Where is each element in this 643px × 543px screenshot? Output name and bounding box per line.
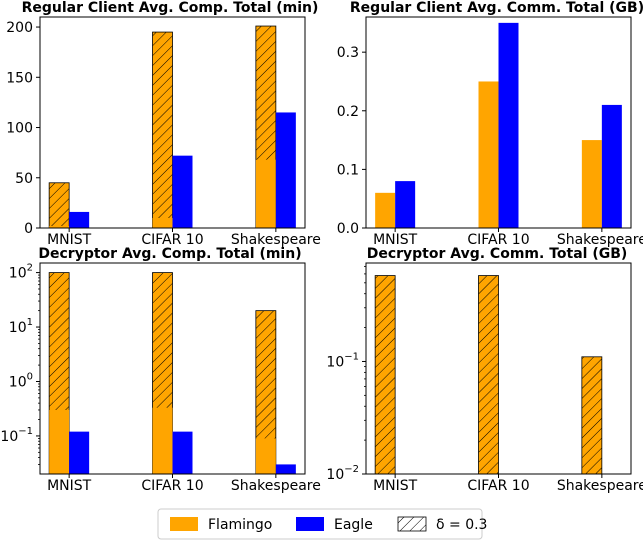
bar-eagle (601, 104, 622, 228)
x-tick-label: MNIST (373, 478, 418, 494)
chart-panel-2: Regular Client Avg. Comm. Total (GB) MNIS… (337, 0, 643, 248)
y-tick-label: 100 (6, 121, 33, 137)
legend-label-eagle: Eagle (334, 517, 373, 533)
chart-panel-1: Regular Client Avg. Comp. Total (min) MNI… (6, 0, 321, 248)
bar-eagle (395, 181, 416, 228)
y-tick-label: 50 (15, 171, 33, 187)
plot-frame (365, 262, 632, 475)
legend-swatch-hatch (397, 516, 427, 532)
y-tick-label: 200 (6, 20, 33, 36)
x-tick-label: CIFAR 10 (141, 478, 203, 494)
legend: Flamingo Eagle δ = 0.3 (157, 508, 487, 540)
bar-flamingo (581, 140, 602, 228)
y-tick-label: 0.0 (337, 221, 359, 237)
x-tick-label: CIFAR 10 (467, 478, 529, 494)
x-tick-label: Shakespeare (557, 478, 643, 494)
y-tick-label: 0.2 (337, 104, 359, 120)
x-tick-label: Shakespeare (231, 478, 321, 494)
bar-flamingo-hatched (152, 31, 173, 229)
panel-title: Decryptor Avg. Comp. Total (min) (38, 246, 301, 262)
bar-eagle (172, 431, 193, 474)
bar-eagle (275, 112, 296, 228)
y-tick-label: 10−1 (0, 426, 33, 445)
bar-eagle (172, 155, 193, 228)
y-tick-label: 0.3 (337, 45, 359, 61)
x-tick-label: CIFAR 10 (141, 232, 203, 248)
bar-flamingo (255, 438, 276, 474)
chart-panels: Regular Client Avg. Comp. Total (min) MNI… (0, 0, 643, 494)
panel-title: Regular Client Avg. Comp. Total (min) (22, 0, 319, 16)
legend-swatch-eagle (296, 517, 324, 531)
legend-label-delta: δ = 0.3 (436, 517, 487, 533)
x-tick-label: Shakespeare (557, 232, 643, 248)
bar-flamingo-hatched (478, 275, 499, 475)
y-tick-label: 10−1 (326, 351, 359, 370)
panel-title: Decryptor Avg. Comm. Total (GB) (367, 246, 628, 262)
y-tick-label: 10−2 (326, 464, 359, 483)
legend-label-flamingo: Flamingo (208, 517, 272, 533)
x-tick-label: CIFAR 10 (467, 232, 529, 248)
plot-frame (39, 262, 306, 475)
bar-flamingo-hatched (374, 275, 396, 475)
x-tick-label: MNIST (47, 232, 92, 248)
bar-flamingo (152, 217, 173, 228)
y-tick-label: 0 (24, 221, 33, 237)
x-tick-label: MNIST (373, 232, 418, 248)
y-tick-label: 100 (9, 371, 33, 390)
bar-flamingo (375, 192, 396, 228)
legend-swatch-flamingo (170, 517, 198, 531)
plot-frame (365, 16, 632, 229)
plot-frame (39, 16, 306, 229)
bar-flamingo (49, 409, 70, 474)
bar-flamingo (255, 159, 276, 228)
panel-title: Regular Client Avg. Comm. Total (GB) (350, 0, 643, 16)
bar-flamingo (478, 81, 499, 228)
bar-flamingo (152, 407, 173, 474)
bar-flamingo-hatched (581, 356, 603, 475)
bar-flamingo (49, 225, 70, 228)
bar-eagle (69, 211, 90, 228)
chart-panel-3: Decryptor Avg. Comp. Total (min) MNIST CIF… (0, 246, 320, 494)
y-tick-label: 0.1 (337, 162, 359, 178)
chart-panel-4: Decryptor Avg. Comm. Total (GB) MNIST CIFA… (326, 246, 643, 494)
x-tick-label: MNIST (47, 478, 92, 494)
x-tick-label: Shakespeare (231, 232, 321, 248)
bar-eagle (498, 22, 519, 228)
bar-flamingo-hatched (48, 182, 70, 229)
bar-eagle (275, 464, 296, 474)
y-tick-label: 150 (6, 70, 33, 86)
bar-eagle (69, 431, 90, 474)
y-tick-label: 101 (9, 317, 33, 336)
y-tick-label: 102 (9, 263, 33, 282)
